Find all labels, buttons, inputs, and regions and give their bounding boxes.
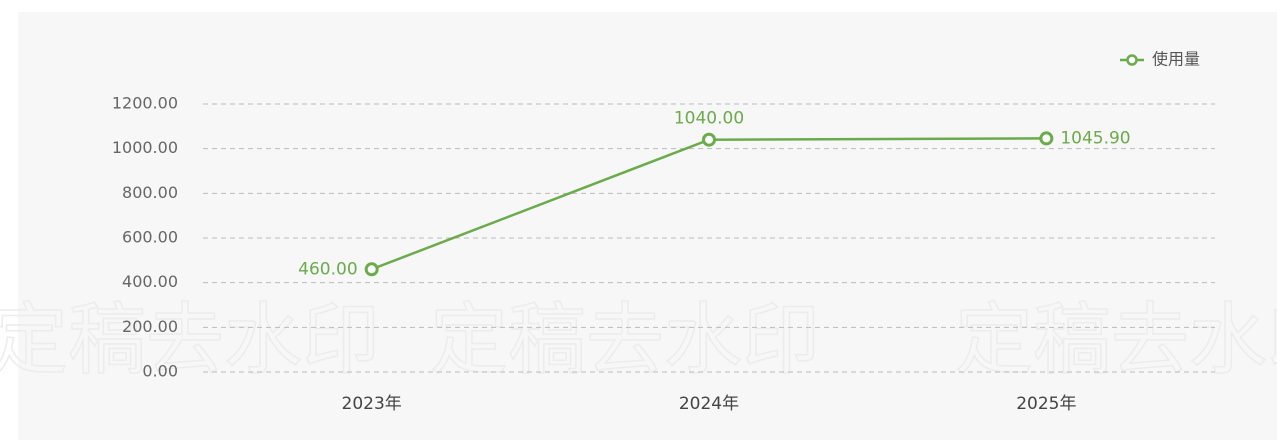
y-tick-label: 1200.00 [112, 94, 178, 113]
panel [18, 12, 1277, 440]
data-label: 460.00 [298, 259, 357, 279]
point [1039, 131, 1054, 146]
watermark: 定稿去水印 [955, 295, 1277, 385]
point [702, 132, 716, 147]
y-tick-label: 800.00 [122, 183, 178, 202]
y-tick-label: 600.00 [122, 228, 178, 247]
y-tick-label: 1000.00 [112, 138, 178, 157]
data-label: 1045.90 [1060, 128, 1130, 148]
legend-label: 使用量 [1152, 50, 1200, 69]
data-label: 1040.00 [674, 109, 744, 129]
y-tick-label: 400.00 [122, 272, 178, 291]
watermark: 定稿去水印 [0, 295, 380, 385]
x-tick-label: 2023年 [342, 394, 402, 414]
legend-marker [1126, 54, 1138, 66]
y-tick-label: 0.00 [142, 362, 178, 381]
y-tick-label: 200.00 [122, 317, 178, 336]
x-tick-label: 2025年 [1016, 394, 1076, 414]
point [364, 262, 379, 277]
watermark: 定稿去水印 [430, 295, 820, 385]
x-tick-label: 2024年 [679, 394, 739, 414]
